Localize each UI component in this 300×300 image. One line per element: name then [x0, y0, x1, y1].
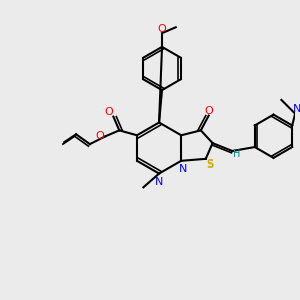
Text: O: O	[95, 131, 104, 141]
Text: S: S	[206, 160, 213, 170]
Text: N: N	[179, 164, 187, 174]
Text: H: H	[233, 149, 241, 159]
Text: O: O	[104, 107, 113, 117]
Text: N: N	[155, 177, 163, 188]
Text: N: N	[293, 104, 300, 114]
Text: O: O	[204, 106, 213, 116]
Text: S: S	[206, 159, 213, 169]
Text: O: O	[158, 24, 166, 34]
